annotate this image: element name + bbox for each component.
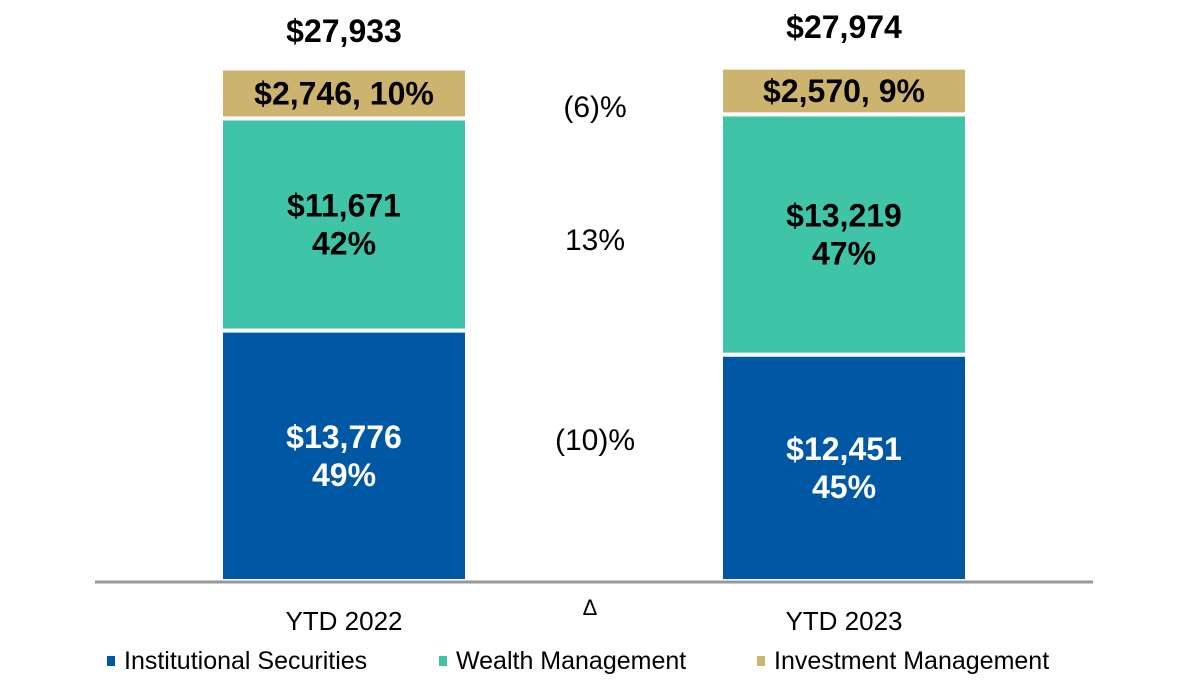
data-label: 47% <box>812 236 876 272</box>
data-label: 49% <box>312 457 376 493</box>
data-label: $13,219 <box>786 198 902 234</box>
bar-segment-institutional <box>219 328 469 583</box>
change-header: Δ <box>583 595 598 620</box>
legend-label: Investment Management <box>774 647 1049 675</box>
legend-label: Wealth Management <box>456 647 686 675</box>
total-label: $27,974 <box>786 9 902 45</box>
data-label: $12,451 <box>786 431 902 467</box>
change-label-institutional: (10)% <box>555 424 635 457</box>
bar-segment-wealth <box>219 116 469 333</box>
data-label: 45% <box>812 469 876 505</box>
legend-swatch-wealth <box>439 656 447 666</box>
data-label: $2,570, 9% <box>763 73 925 109</box>
bar-segment-investment <box>219 66 469 121</box>
data-label: $2,746, 10% <box>254 75 434 111</box>
bar-segment-investment <box>719 65 969 117</box>
change-label-investment: (6)% <box>563 91 626 124</box>
data-label: 42% <box>312 225 376 261</box>
total-label: $27,933 <box>286 13 402 49</box>
bar-segment-wealth <box>719 112 969 357</box>
legend: Institutional Securities Wealth Manageme… <box>107 647 1049 675</box>
change-label-wealth: 13% <box>565 224 625 257</box>
x-tick-label: YTD 2023 <box>785 606 902 636</box>
data-label: $11,671 <box>287 187 401 223</box>
data-label: $13,776 <box>286 419 402 455</box>
legend-swatch-institutional <box>107 656 115 666</box>
x-tick-label: YTD 2022 <box>285 606 402 636</box>
legend-swatch-investment <box>757 656 765 666</box>
bar-segment-institutional <box>719 352 969 583</box>
legend-label: Institutional Securities <box>124 647 367 675</box>
